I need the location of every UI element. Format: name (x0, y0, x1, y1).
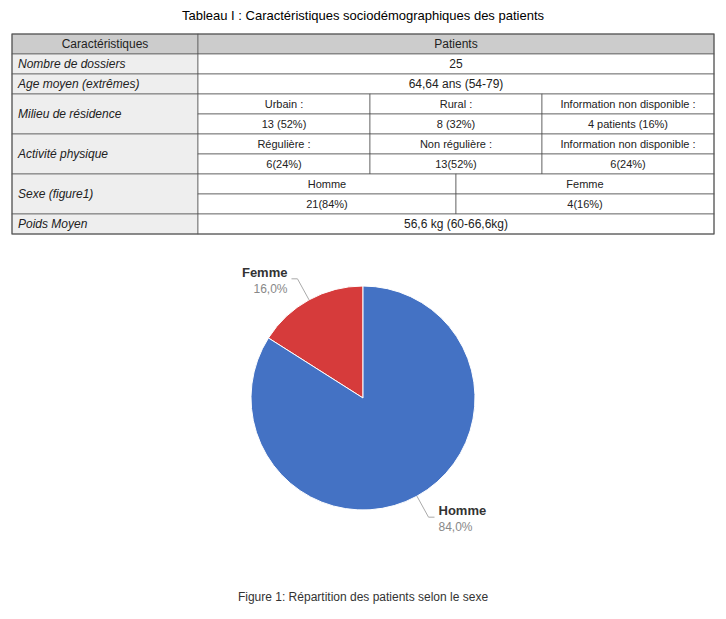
table-cell (456, 174, 714, 194)
table-cell (198, 74, 714, 94)
pie: Femme 16,0% Homme 84,0% (242, 265, 486, 534)
table-cell (456, 194, 714, 214)
cell-value: 25 (449, 57, 463, 71)
table-cell (12, 74, 198, 94)
data-label: 84,0% (439, 520, 473, 534)
table-cell (198, 154, 370, 174)
data-label: 16,0% (253, 282, 287, 296)
pie-slice (251, 286, 475, 510)
table-cell (542, 154, 714, 174)
sub-header: Régulière : (257, 138, 310, 150)
sub-header: Rural : (440, 98, 472, 110)
sub-header: Information non disponible : (560, 138, 695, 150)
row-label: Activité physique (17, 147, 108, 161)
sub-value: 6(24%) (266, 158, 301, 170)
category-label: Homme (439, 503, 487, 518)
table-cell (198, 134, 370, 154)
table-title: Tableau I : Caractéristiques sociodémogr… (182, 8, 545, 23)
table-cell (12, 214, 198, 234)
table-cell (198, 194, 456, 214)
table-cell (370, 154, 542, 174)
table-cell (198, 114, 370, 134)
sub-value: 13(52%) (435, 158, 477, 170)
table-cell (370, 134, 542, 154)
table-cell (542, 114, 714, 134)
sub-header: Non régulière : (420, 138, 492, 150)
sub-value: 4 patients (16%) (588, 118, 668, 130)
sub-value: 6(24%) (610, 158, 645, 170)
slice-labels: Femme 16,0% Homme 84,0% (242, 265, 486, 534)
table-cell (12, 94, 198, 134)
table-cell (12, 134, 198, 174)
table: Tableau I : Caractéristiques sociodémogr… (12, 8, 714, 234)
row-label: Nombre de dossiers (18, 57, 125, 71)
table-cell (12, 54, 198, 74)
leader-line (291, 279, 309, 300)
cell-value: 64,64 ans (54-79) (409, 77, 504, 91)
sub-value: 8 (32%) (437, 118, 476, 130)
table-cell (542, 134, 714, 154)
table-cell (198, 54, 714, 74)
sub-header: Homme (308, 178, 347, 190)
row-label: Poids Moyen (18, 217, 88, 231)
table-cell (198, 214, 714, 234)
sub-value: 4(16%) (567, 198, 602, 210)
category-label: Femme (242, 265, 288, 280)
row-label: Age moyen (extrêmes) (17, 77, 139, 91)
table-cell (370, 94, 542, 114)
sub-value: 21(84%) (306, 198, 348, 210)
table-cell (198, 34, 714, 54)
sub-header: Femme (566, 178, 603, 190)
table-border (12, 34, 714, 234)
table-cell (370, 114, 542, 134)
table-cell (198, 174, 456, 194)
column-header: Caractéristiques (62, 37, 149, 51)
sub-header: Urbain : (265, 98, 304, 110)
sub-header: Information non disponible : (560, 98, 695, 110)
chart-root: Tableau I : Caractéristiques sociodémogr… (0, 0, 726, 619)
column-header: Patients (434, 37, 477, 51)
sub-value: 13 (52%) (262, 118, 307, 130)
row-label: Sexe (figure1) (18, 187, 93, 201)
table-cell (198, 94, 370, 114)
table-cell (542, 94, 714, 114)
leader-line (417, 496, 435, 517)
slices (251, 286, 475, 510)
row-label: Milieu de résidence (18, 107, 122, 121)
table-cell (12, 34, 198, 54)
cell-value: 56,6 kg (60-66,6kg) (404, 217, 508, 231)
table-cell (12, 174, 198, 214)
pie-caption: Figure 1: Répartition des patients selon… (238, 590, 488, 604)
